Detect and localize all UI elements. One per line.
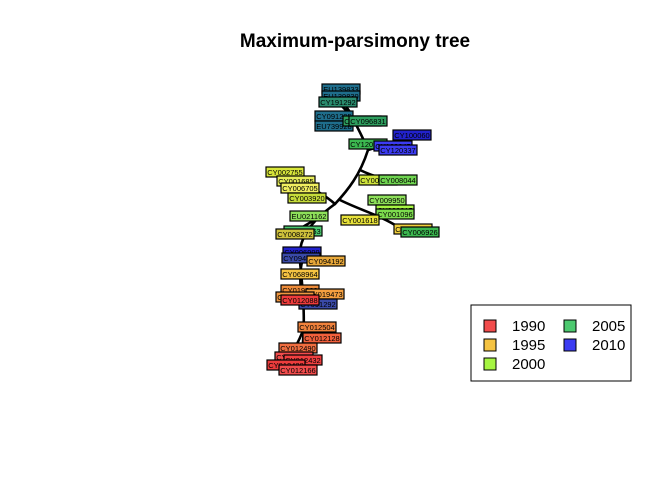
tip-label: CY100060 xyxy=(392,129,432,141)
tip-label-text: CY006926 xyxy=(402,228,437,237)
tip-label-text: CY094183 xyxy=(283,254,318,263)
legend-item: 2010 xyxy=(563,337,625,354)
tip-label-text: CY120337 xyxy=(380,146,415,155)
tip-label-text: CY006705 xyxy=(282,184,317,193)
tip-label-text: CY006999 xyxy=(284,248,319,257)
tip-label-box xyxy=(340,214,380,226)
tip-label-text: CY002755 xyxy=(267,168,302,177)
tip-label: CY068964 xyxy=(280,268,320,280)
tip-label-text: CY008272 xyxy=(277,230,312,239)
legend-label: 1990 xyxy=(512,318,545,335)
tip-label-box xyxy=(280,294,320,306)
legend-swatch xyxy=(563,338,577,352)
legend-swatch xyxy=(483,319,497,333)
legend-item: 2000 xyxy=(483,356,545,373)
tip-label-text: CY019473 xyxy=(307,290,342,299)
legend-item: 1995 xyxy=(483,337,545,354)
tip-label-box xyxy=(348,115,388,127)
tip-label-text: CY008044 xyxy=(380,176,415,185)
tip-label: CY094192 xyxy=(306,255,346,267)
legend-swatch xyxy=(563,319,577,333)
tip-label-box xyxy=(297,321,337,333)
tip-label-text: CY001685 xyxy=(278,177,313,186)
legend-swatch xyxy=(483,357,497,371)
tip-label-text: EU139833 xyxy=(323,85,358,94)
tip-label: CY096831 xyxy=(348,115,388,127)
tip-label-text: CY012088 xyxy=(282,296,317,305)
tip-label-text: CY068964 xyxy=(282,270,317,279)
tip-label-text: CY001618 xyxy=(342,216,377,225)
legend-box xyxy=(470,304,632,382)
tip-label-box xyxy=(378,144,418,156)
tip-label-text: CY009950 xyxy=(369,196,404,205)
tip-label-box xyxy=(392,129,432,141)
tip-label: EU021162 xyxy=(289,210,329,222)
tip-label-text: CY012128 xyxy=(304,334,339,343)
legend-label: 1995 xyxy=(512,337,545,354)
tip-label-text: CY191292 xyxy=(320,98,355,107)
tip-label: CY012166 xyxy=(278,364,318,376)
tip-label-text: EU739928 xyxy=(316,122,351,131)
legend-item: 2005 xyxy=(563,318,625,335)
tip-label: CY008044 xyxy=(378,174,418,186)
tip-label: CY012128 xyxy=(302,332,342,344)
tip-label: CY008272 xyxy=(275,228,315,240)
legend-label: 2005 xyxy=(592,318,625,335)
tip-label-text: CY120340 xyxy=(350,140,385,149)
tip-label: CY012504 xyxy=(297,321,337,333)
tip-label: CY009950 xyxy=(367,194,407,206)
tip-label-text: EU139830 xyxy=(323,92,358,101)
tip-label-text: CY096831 xyxy=(350,117,385,126)
tip-label-box xyxy=(306,255,346,267)
tip-label-text: CY100060 xyxy=(394,131,429,140)
tip-label: CY003920 xyxy=(287,192,327,204)
tip-label-text: CY091295 xyxy=(316,112,351,121)
tip-label: CY006705 xyxy=(280,182,320,194)
tip-label-box xyxy=(302,332,342,344)
tip-label-box xyxy=(287,192,327,204)
tip-label-text: CY003920 xyxy=(289,194,324,203)
tip-label: CY001618 xyxy=(340,214,380,226)
tip-label: CY012088 xyxy=(280,294,320,306)
legend-item: 1990 xyxy=(483,318,545,335)
tip-label-text: CY001416 xyxy=(360,176,395,185)
tip-label-box xyxy=(278,364,318,376)
tip-label: CY120337 xyxy=(378,144,418,156)
tip-label: CY001096 xyxy=(375,208,415,220)
tip-label-box xyxy=(280,268,320,280)
tip-label-box xyxy=(375,208,415,220)
tip-label-text: CY094192 xyxy=(308,257,343,266)
legend: 1990 1995 2000 2005 2010 xyxy=(470,304,632,382)
legend-swatch xyxy=(483,338,497,352)
tip-label-box xyxy=(318,96,358,108)
legend-label: 2010 xyxy=(592,337,625,354)
tip-label-text: CY012504 xyxy=(299,323,334,332)
tip-label: CY006926 xyxy=(400,226,440,238)
tip-label-box xyxy=(400,226,440,238)
legend-label: 2000 xyxy=(512,356,545,373)
plot-title: Maximum-parsimony tree xyxy=(240,31,470,52)
tip-label-text: CY001096 xyxy=(377,210,412,219)
tip-label-text: EU021162 xyxy=(292,212,327,221)
tip-label-text: CY019328 xyxy=(282,286,317,295)
tip-label-box xyxy=(275,228,315,240)
tip-label-box xyxy=(378,174,418,186)
tip-label-text: CY012166 xyxy=(280,366,315,375)
tip-label-text: CY012490 xyxy=(280,344,315,353)
tip-label: CY191292 xyxy=(318,96,358,108)
tip-label-box xyxy=(289,210,329,222)
